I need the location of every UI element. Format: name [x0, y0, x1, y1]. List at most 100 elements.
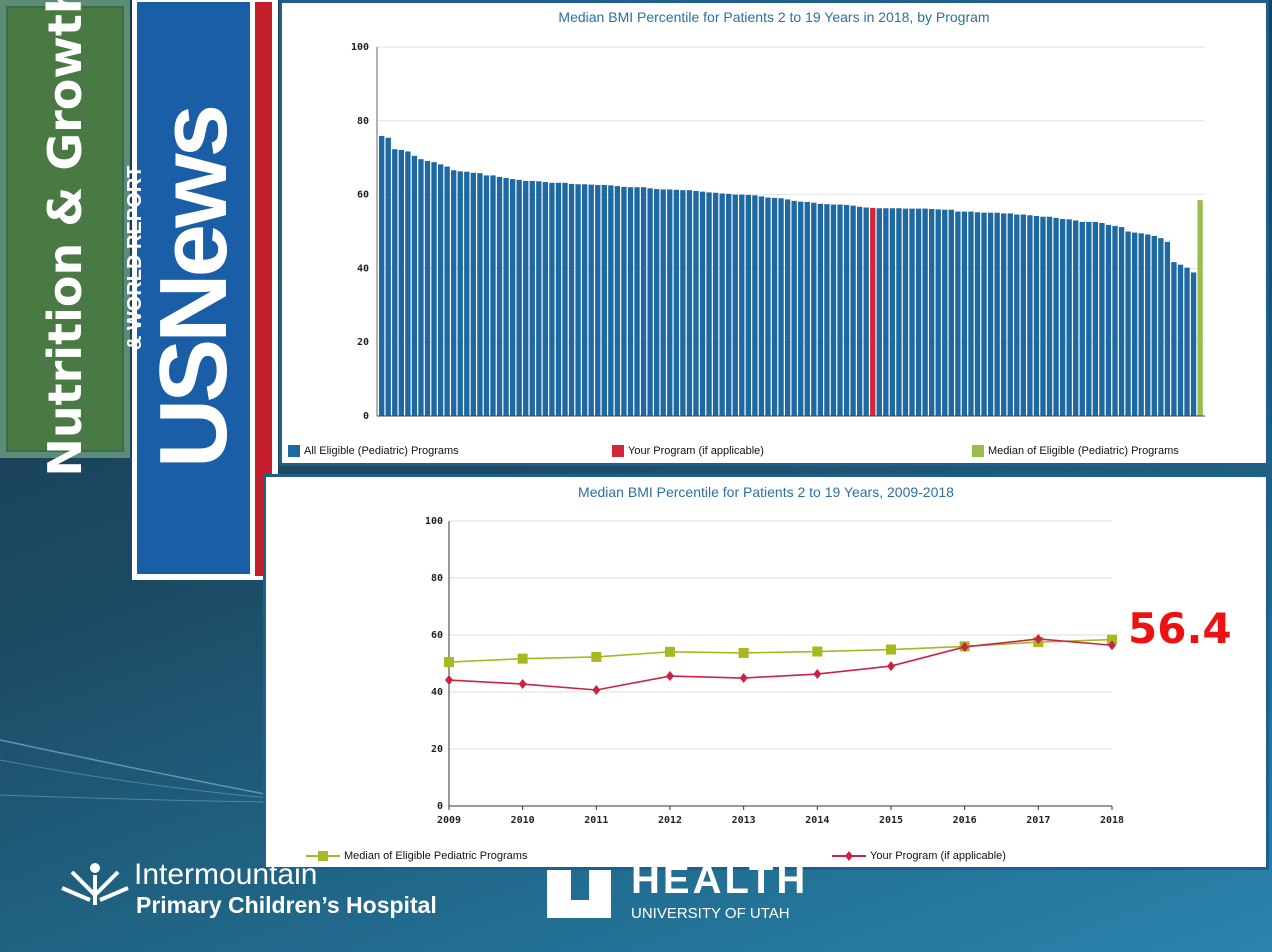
- x-tick-label: 2011: [584, 815, 608, 826]
- program-bar: [457, 171, 463, 416]
- y-tick-label: 60: [357, 190, 369, 201]
- x-tick-label: 2014: [805, 815, 829, 826]
- utah-university: UNIVERSITY OF UTAH: [631, 905, 790, 922]
- program-bar: [581, 184, 588, 416]
- program-bar: [1177, 264, 1184, 416]
- program-bar: [843, 204, 850, 416]
- program-bar: [758, 196, 765, 416]
- program-bar: [477, 173, 483, 416]
- program-bar: [981, 212, 987, 416]
- program-bar: [1151, 235, 1157, 416]
- y-tick-label: 20: [357, 337, 369, 348]
- program-bar: [483, 175, 490, 416]
- program-bar: [1105, 224, 1112, 416]
- program-bar: [1118, 227, 1125, 416]
- program-bar: [837, 204, 843, 416]
- program-bar: [1190, 272, 1197, 416]
- program-bar: [856, 206, 863, 416]
- x-tick-label: 2016: [953, 815, 977, 826]
- program-bar: [1001, 213, 1007, 416]
- program-bar: [686, 190, 693, 416]
- median-point: [665, 646, 675, 657]
- y-tick-label: 40: [357, 263, 369, 274]
- x-tick-label: 2017: [1026, 815, 1050, 826]
- program-bar: [1092, 221, 1099, 416]
- intermountain-figure-icon: [61, 863, 129, 905]
- program-bar: [496, 176, 503, 416]
- median-point: [738, 647, 749, 658]
- program-bar: [929, 208, 935, 416]
- program-bar: [470, 172, 477, 416]
- program-bar: [876, 208, 882, 416]
- median-point: [1107, 634, 1117, 645]
- program-bar: [699, 191, 706, 416]
- program-bar: [935, 209, 941, 416]
- program-bar: [555, 182, 562, 416]
- program-bar: [503, 177, 509, 416]
- program-bar: [529, 180, 535, 416]
- program-bar: [974, 212, 981, 416]
- program-bar: [1131, 232, 1138, 416]
- program-bar: [1158, 238, 1164, 416]
- program-bar: [732, 194, 738, 416]
- program-bar: [902, 208, 909, 416]
- program-bar: [647, 188, 653, 416]
- program-bar: [660, 189, 666, 416]
- program-bar: [942, 209, 948, 416]
- section-title-panel: Nutrition & Growth: [0, 0, 130, 477]
- program-bar: [379, 135, 385, 416]
- program-bar: [817, 203, 824, 416]
- program-bar: [955, 211, 961, 416]
- legend-all-programs: All Eligible (Pediatric) Programs: [288, 445, 459, 457]
- your-program-point: [960, 641, 969, 652]
- program-bar: [523, 180, 529, 416]
- program-bar: [1184, 267, 1190, 416]
- program-bar: [509, 179, 516, 416]
- program-bar: [608, 185, 614, 416]
- program-bar: [961, 211, 968, 416]
- bar-chart: 0 20 40 60 80 100: [351, 42, 1205, 422]
- program-bar: [1138, 233, 1144, 416]
- program-bar: [896, 208, 902, 416]
- program-bar: [1040, 216, 1046, 416]
- program-bar: [765, 197, 771, 416]
- bar-chart-panel: Median BMI Percentile for Patients 2 to …: [279, 0, 1269, 466]
- median-point: [591, 651, 602, 662]
- program-bar: [654, 189, 660, 416]
- program-bar: [850, 205, 856, 416]
- program-bar: [392, 149, 398, 416]
- program-bar: [863, 207, 869, 416]
- program-bar: [811, 202, 817, 416]
- program-bar: [1099, 223, 1105, 416]
- legend-median: Median of Eligible (Pediatric) Programs: [972, 445, 1179, 457]
- program-bar: [667, 189, 673, 416]
- program-bar: [424, 161, 431, 416]
- program-bar: [444, 166, 450, 416]
- program-bar: [568, 183, 575, 416]
- program-bar: [431, 162, 437, 416]
- program-bar: [804, 201, 810, 416]
- y-tick-label: 60: [431, 630, 443, 641]
- program-bar: [915, 208, 922, 416]
- program-bar: [752, 195, 758, 416]
- program-bar: [1086, 221, 1092, 416]
- your-program-point: [518, 679, 527, 690]
- x-tick-label: 2010: [511, 815, 535, 826]
- legend-your-program: Your Program (if applicable): [612, 445, 764, 457]
- median-point: [444, 657, 454, 668]
- program-bar: [411, 155, 418, 417]
- usnews-logo-sub: & WORLD REPORT: [124, 165, 146, 351]
- program-bar: [490, 175, 496, 416]
- program-bar: [1125, 231, 1131, 416]
- y-tick-label: 100: [425, 516, 443, 527]
- program-bar: [693, 190, 699, 416]
- median-bar: [1197, 200, 1203, 416]
- program-bar: [778, 198, 784, 416]
- program-bar: [680, 190, 686, 416]
- program-bar: [719, 193, 725, 416]
- program-bar: [987, 212, 994, 416]
- bar-chart-title: Median BMI Percentile for Patients 2 to …: [558, 9, 990, 25]
- program-bar: [536, 181, 542, 416]
- program-bar: [1079, 221, 1085, 416]
- line-chart-panel: Median BMI Percentile for Patients 2 to …: [263, 474, 1269, 870]
